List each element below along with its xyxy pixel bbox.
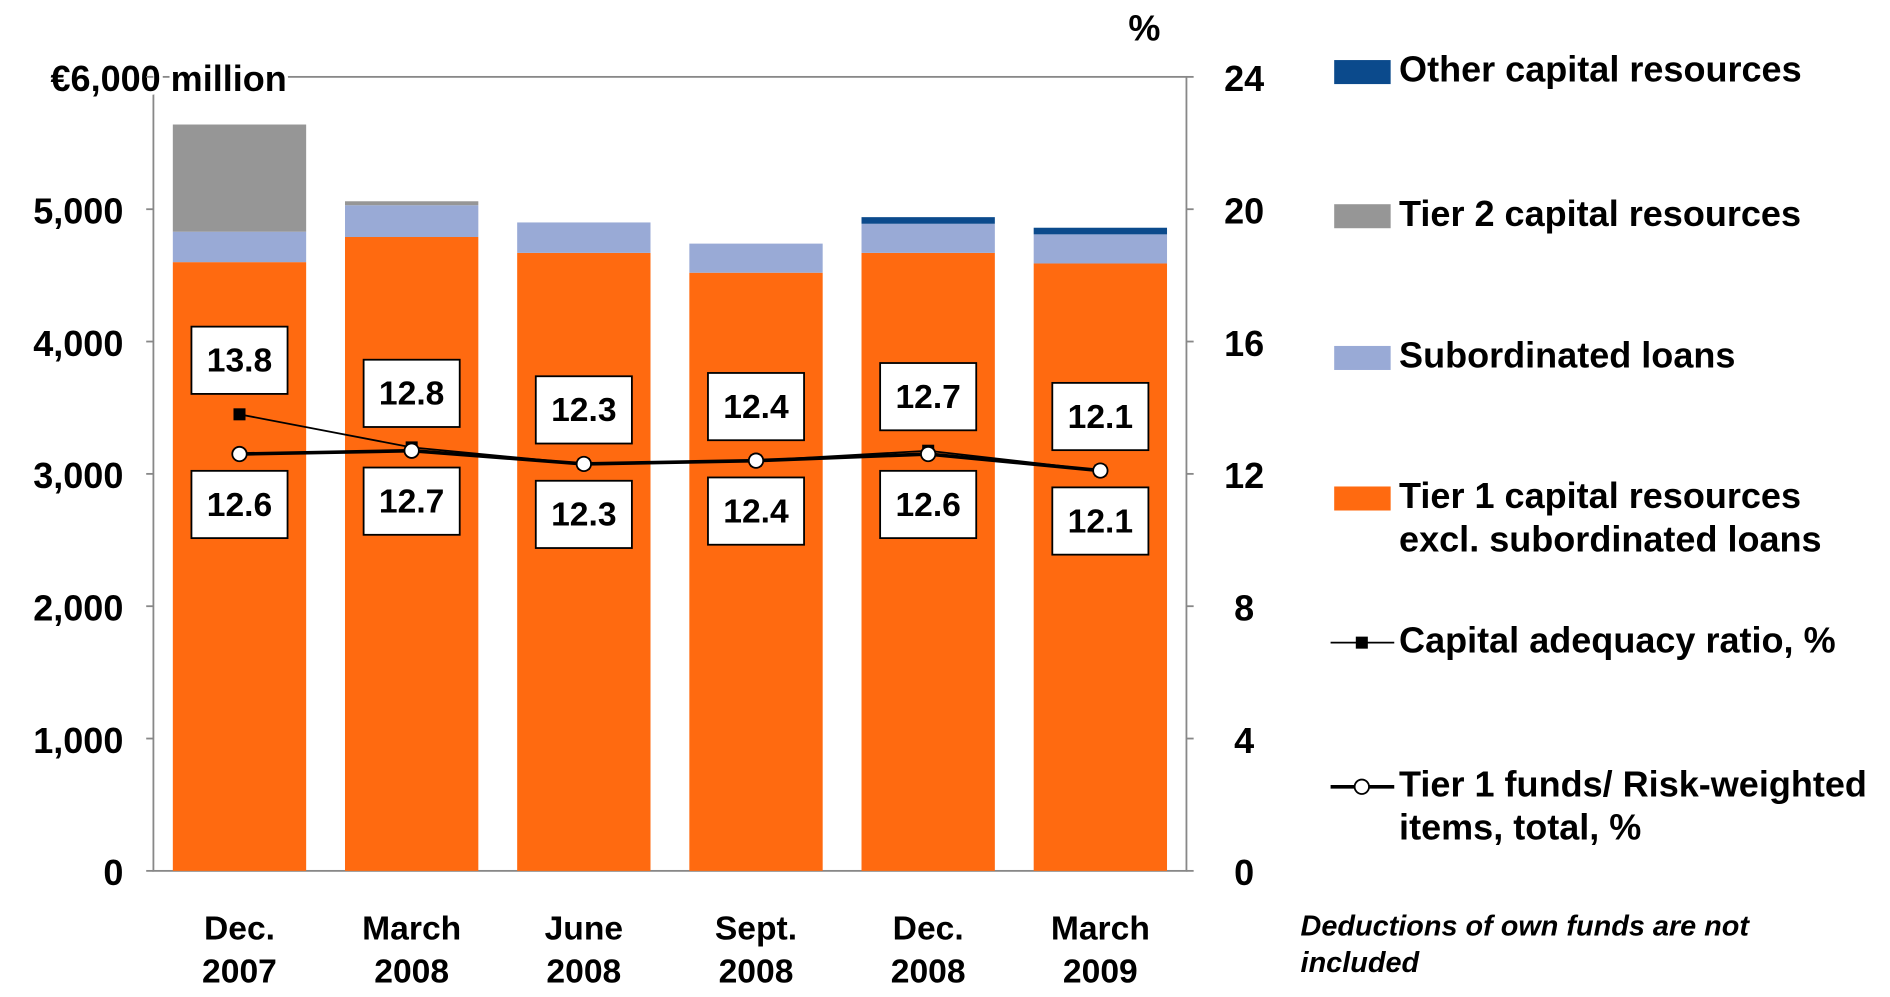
data-label-box (879, 362, 978, 432)
data-label-box (879, 469, 978, 540)
line-marker (747, 452, 765, 469)
bar (1033, 234, 1168, 264)
legend-label: Other capital resources (1399, 50, 1802, 91)
legend-label-box: Tier 1 capital resources excl. subordina… (1399, 476, 1822, 560)
y2-tick-label: 24 (1224, 58, 1264, 99)
x-tick-label-box: March 2009 (1050, 909, 1150, 990)
y2-axis-label: % (1128, 8, 1160, 49)
bar (861, 223, 995, 253)
legend-swatch (1334, 486, 1391, 511)
x-tick-label: Dec. 2007 (202, 909, 277, 990)
data-label-box (534, 479, 633, 549)
x-tick-label-box: Dec. 2007 (202, 909, 277, 990)
data-label-box (1051, 486, 1150, 556)
x-tick-label: Dec. 2008 (890, 909, 966, 990)
x-tick-label-box: June 2008 (544, 909, 624, 990)
y2-tick-label: 8 (1234, 588, 1254, 629)
legend-label-box: Other capital resources (1399, 50, 1802, 91)
data-label-box (534, 375, 633, 445)
legend-swatch (1334, 204, 1391, 229)
data-label: 12.3 (551, 392, 616, 429)
legend-label-box: Subordinated loans (1399, 336, 1736, 376)
data-label-box (190, 469, 289, 540)
legend-label: Subordinated loans (1399, 336, 1736, 376)
data-label-box (707, 372, 805, 442)
x-tick-label: Sept. 2008 (714, 909, 798, 990)
y2-tick-label: 0 (1234, 852, 1254, 893)
legend-label: Capital adequacy ratio, % (1399, 621, 1836, 661)
y2-tick-label: 12 (1224, 455, 1264, 496)
bar (861, 252, 995, 871)
legend-marker (1353, 778, 1370, 795)
footnote-box: Deductions of own funds are not included (1300, 910, 1750, 979)
legend-label: Tier 1 capital resources excl. subordina… (1399, 476, 1822, 560)
y-tick-label: 3,000 (33, 455, 123, 496)
bar (1033, 227, 1168, 235)
y-tick-label: 4,000 (33, 323, 123, 364)
data-label: 12.6 (207, 487, 272, 524)
bar (517, 252, 651, 871)
bar (344, 205, 479, 237)
x-tick-label-box: Sept. 2008 (714, 909, 798, 990)
y-tick-label: 1,000 (33, 720, 123, 761)
data-label-box (190, 325, 289, 395)
data-label: 12.1 (1068, 399, 1133, 436)
line-marker (920, 445, 937, 463)
line-marker (1092, 462, 1109, 479)
line-marker (403, 442, 420, 459)
data-label-box (707, 476, 805, 546)
data-label: 12.8 (379, 376, 444, 413)
data-label: 12.3 (551, 497, 616, 534)
line (239, 448, 1101, 473)
line-marker (233, 408, 246, 421)
legend-swatch (1334, 345, 1391, 370)
y-tick-label: €6,000 million (51, 58, 287, 99)
x-tick-label-box: Dec. 2008 (890, 909, 966, 990)
plot-area (152, 75, 1188, 872)
data-label-box (1051, 381, 1150, 452)
data-label: 12.4 (723, 389, 789, 426)
data-label-box (362, 466, 461, 536)
bar (689, 243, 823, 273)
bar (689, 272, 823, 871)
line-marker (231, 445, 248, 463)
x-tick-label: June 2008 (544, 909, 624, 990)
bar (172, 124, 307, 232)
y2-tick-label: 16 (1224, 323, 1264, 364)
legend-label: Tier 2 capital resources (1399, 194, 1802, 235)
legend-label: Tier 1 funds/ Risk-weighted items, total… (1399, 765, 1867, 849)
y-tick-label: 0 (103, 852, 123, 893)
legend-label-box: Tier 2 capital resources (1399, 194, 1802, 235)
bar (344, 201, 479, 206)
legend-marker (1355, 636, 1368, 649)
legend-label-box: Tier 1 funds/ Risk-weighted items, total… (1399, 765, 1867, 849)
data-label-box (362, 358, 461, 428)
bar (344, 236, 479, 871)
data-label: 12.7 (379, 483, 444, 520)
bar (1033, 263, 1168, 871)
data-label: 12.6 (895, 487, 960, 524)
bar (861, 217, 995, 224)
y2-tick-label: 4 (1234, 720, 1254, 761)
data-label: 13.8 (207, 343, 272, 380)
y-tick-label: 2,000 (33, 588, 123, 629)
legend-swatch (1334, 60, 1391, 85)
legend-label-box: Capital adequacy ratio, % (1399, 621, 1836, 661)
line-marker (575, 455, 592, 473)
data-label: 12.1 (1068, 503, 1133, 540)
x-tick-label: March 2009 (1050, 909, 1150, 990)
bar (517, 222, 651, 253)
x-tick-label: March 2008 (362, 909, 462, 990)
x-tick-label-box: March 2008 (362, 909, 462, 990)
bar (172, 231, 307, 263)
footnote: Deductions of own funds are not included (1300, 910, 1750, 979)
data-label: 12.4 (723, 493, 789, 530)
y2-tick-label: 20 (1224, 191, 1264, 232)
y-tick-label: 5,000 (33, 191, 123, 232)
data-label: 12.7 (895, 379, 960, 416)
